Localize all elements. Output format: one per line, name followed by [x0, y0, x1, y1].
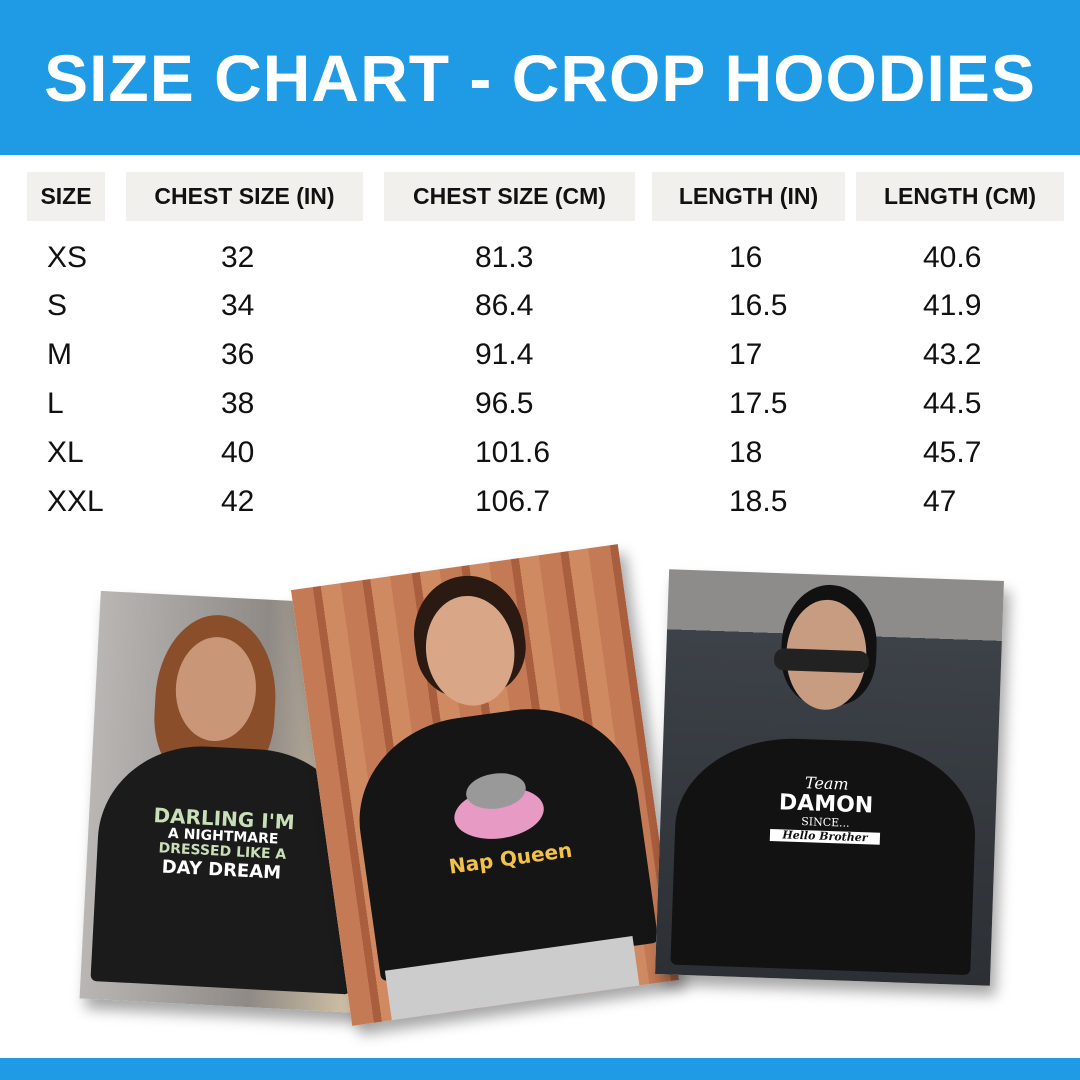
table-cell: M	[47, 338, 72, 371]
table-cell: L	[47, 387, 64, 420]
hoodie-print-3: Team DAMON SINCE... Hello Brother	[760, 773, 892, 847]
product-photo-3: Team DAMON SINCE... Hello Brother	[655, 569, 1004, 986]
table-cell: 17.5	[729, 387, 788, 420]
table-cell: 45.7	[923, 436, 982, 469]
column-header: CHEST SIZE (IN)	[126, 172, 363, 221]
hoodie-print-1: DARLING I'M A NIGHTMARE DRESSED LIKE A D…	[136, 803, 310, 884]
table-cell: 86.4	[475, 289, 534, 322]
footer-bar	[0, 1058, 1080, 1080]
table-cell: 16.5	[729, 289, 788, 322]
table-cell: 101.6	[475, 436, 551, 469]
table-cell: S	[47, 289, 68, 322]
table-cell: 44.5	[923, 387, 982, 420]
table-cell: 17	[729, 338, 763, 371]
table-cell: 16	[729, 241, 763, 274]
column-header: SIZE	[27, 172, 105, 221]
page-title: SIZE CHART - CROP HOODIES	[44, 40, 1036, 115]
table-cell: 40.6	[923, 241, 982, 274]
table-cell: 42	[221, 485, 255, 518]
table-cell: 41.9	[923, 289, 982, 322]
table-cell: 47	[923, 485, 957, 518]
table-cell: XS	[47, 241, 88, 274]
table-cell: 34	[221, 289, 255, 322]
title-banner: SIZE CHART - CROP HOODIES	[0, 0, 1080, 155]
table-cell: 106.7	[475, 485, 551, 518]
print-line: DAMON	[778, 789, 874, 819]
table-cell: 43.2	[923, 338, 982, 371]
table-cell: XL	[47, 436, 84, 469]
product-photo-2: Nap Queen	[290, 544, 680, 1026]
table-cell: 96.5	[475, 387, 534, 420]
table-cell: 38	[221, 387, 255, 420]
table-cell: 40	[221, 436, 255, 469]
table-cell: 18	[729, 436, 763, 469]
column-header: LENGTH (CM)	[856, 172, 1064, 221]
column-header: CHEST SIZE (CM)	[384, 172, 635, 221]
print-line: Hello Brother	[769, 828, 881, 845]
table-cell: 91.4	[475, 338, 534, 371]
column-header: LENGTH (IN)	[652, 172, 845, 221]
table-cell: 36	[221, 338, 255, 371]
table-cell: 81.3	[475, 241, 534, 274]
table-cell: XXL	[47, 485, 104, 518]
table-cell: 32	[221, 241, 255, 274]
table-cell: 18.5	[729, 485, 788, 518]
sunglasses	[773, 648, 870, 674]
